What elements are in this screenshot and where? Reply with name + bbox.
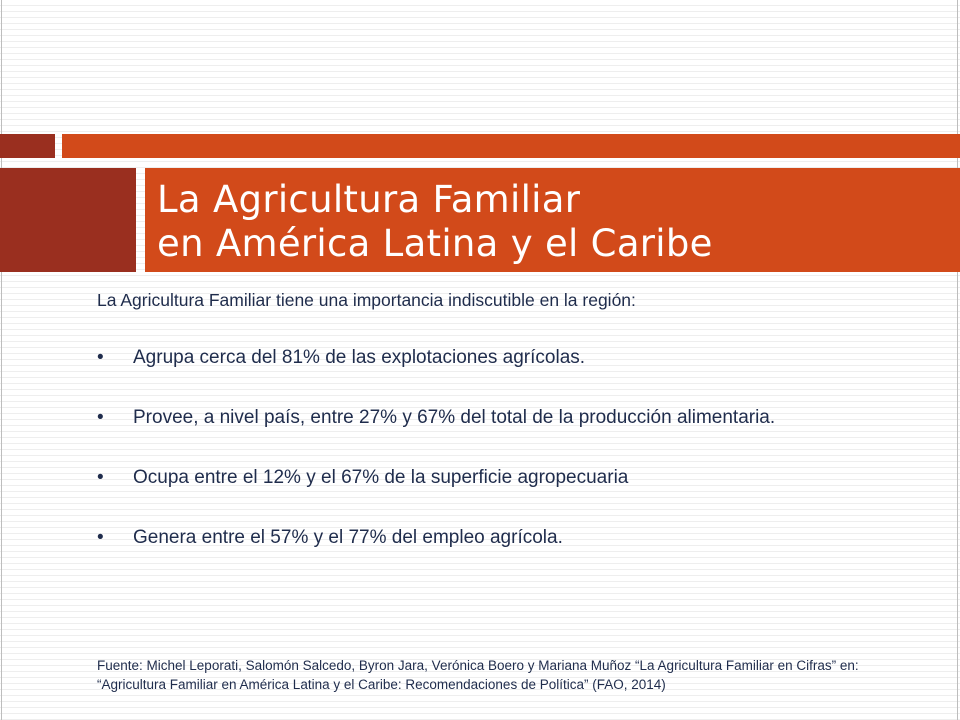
- bullet-dot: •: [97, 407, 104, 428]
- intro-text: La Agricultura Familiar tiene una import…: [97, 290, 636, 310]
- bullet-item: • Provee, a nivel país, entre 27% y 67% …: [97, 405, 899, 430]
- slide-title-line-1: La Agricultura Familiar: [157, 178, 581, 221]
- title-band: La Agricultura Familiar en América Latin…: [145, 168, 960, 272]
- bullet-list: • Agrupa cerca del 81% de las explotacio…: [97, 345, 899, 550]
- frame-line-left: [1, 0, 2, 720]
- bullet-text: Provee, a nivel país, entre 27% y 67% de…: [133, 407, 776, 428]
- bullet-text: Ocupa entre el 12% y el 67% de la superf…: [133, 467, 629, 488]
- bullet-dot: •: [97, 527, 104, 548]
- bullet-item: • Genera entre el 57% y el 77% del emple…: [97, 525, 899, 550]
- frame-line-right: [957, 0, 958, 720]
- slide-title: La Agricultura Familiar en América Latin…: [157, 178, 713, 266]
- title-side-block: [0, 168, 136, 272]
- bullet-dot: •: [97, 467, 104, 488]
- bullet-item: • Ocupa entre el 12% y el 67% de la supe…: [97, 465, 899, 490]
- accent-bar-small: [0, 134, 55, 158]
- accent-bar-large: [62, 134, 960, 158]
- slide-title-line-2: en América Latina y el Caribe: [157, 222, 713, 265]
- slide-body: La Agricultura Familiar tiene una import…: [97, 288, 899, 550]
- source-citation: Fuente: Michel Leporati, Salomón Salcedo…: [97, 658, 859, 692]
- bullet-item: • Agrupa cerca del 81% de las explotacio…: [97, 345, 899, 370]
- bullet-dot: •: [97, 347, 104, 368]
- bullet-text: Agrupa cerca del 81% de las explotacione…: [133, 347, 586, 368]
- bullet-text: Genera entre el 57% y el 77% del empleo …: [133, 527, 563, 548]
